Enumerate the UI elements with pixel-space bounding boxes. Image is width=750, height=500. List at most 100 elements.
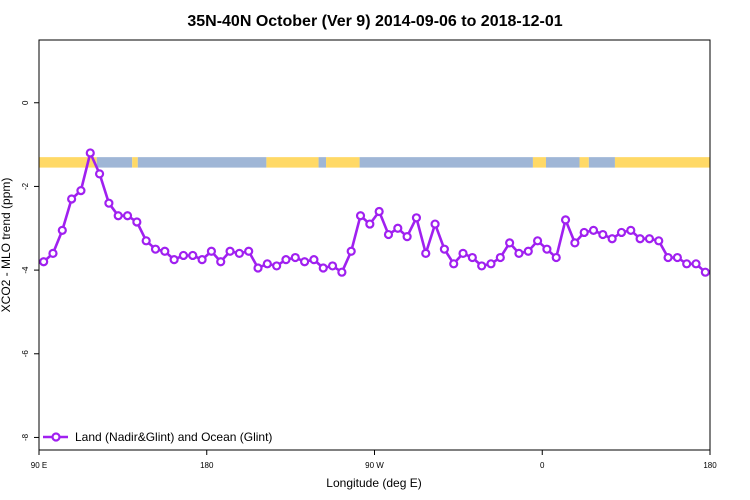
surface-land-segment [39, 157, 97, 168]
surface-land-segment [614, 157, 710, 168]
surface-land-segment [132, 157, 138, 168]
data-point [337, 267, 347, 277]
data-point [318, 263, 328, 273]
data-point [495, 252, 505, 263]
data-point [355, 211, 366, 221]
y-tick-label: -6 [21, 350, 30, 358]
data-point [85, 148, 95, 158]
data-point [169, 255, 179, 265]
data-point [346, 246, 356, 256]
data-point [272, 261, 282, 271]
data-point [672, 252, 682, 263]
data-point [514, 248, 524, 258]
data-point [626, 225, 636, 235]
surface-band [39, 157, 710, 168]
x-tick-label: 90 W [365, 461, 384, 470]
data-point [104, 198, 114, 208]
data-point [178, 250, 189, 261]
data-point [365, 219, 375, 229]
data-point [94, 169, 105, 179]
data-point [663, 252, 673, 263]
data-point [588, 225, 599, 235]
data-point [57, 225, 67, 235]
surface-land-segment [266, 157, 319, 168]
data-point [327, 261, 338, 271]
data-point [570, 238, 580, 248]
y-axis: 0 -2 -4 -6 -8 [21, 100, 39, 441]
data-point [197, 255, 207, 265]
surface-ocean-segment [318, 157, 327, 168]
series-points [39, 148, 710, 277]
data-point [477, 261, 487, 271]
data-point [532, 236, 543, 246]
data-point [300, 257, 310, 267]
y-tick-label: -4 [21, 266, 30, 274]
surface-ocean-segment [137, 157, 267, 168]
data-point [206, 246, 217, 256]
y-tick-label: 0 [21, 100, 30, 105]
data-point [616, 227, 627, 238]
x-tick-label: 90 E [31, 461, 47, 470]
x-tick-label: 180 [703, 461, 717, 470]
data-point [262, 259, 272, 269]
legend: Land (Nadir&Glint) and Ocean (Glint) [43, 430, 272, 444]
data-point [691, 259, 701, 269]
data-point [700, 267, 710, 277]
data-point [430, 219, 440, 229]
data-point [421, 248, 431, 258]
data-point [253, 263, 263, 273]
data-point [290, 252, 300, 263]
data-point [607, 234, 617, 244]
data-point [383, 229, 394, 240]
data-point [682, 259, 692, 269]
data-point [76, 186, 86, 196]
legend-label: Land (Nadir&Glint) and Ocean (Glint) [75, 430, 272, 444]
data-point [542, 244, 552, 254]
data-point [439, 244, 449, 254]
data-point [551, 252, 561, 263]
y-axis-label: XCO2 - MLO trend (ppm) [0, 178, 13, 313]
surface-ocean-segment [588, 157, 615, 168]
surface-ocean-segment [359, 157, 533, 168]
data-point [216, 257, 226, 267]
legend-marker [51, 432, 61, 442]
data-point [505, 238, 515, 248]
x-axis-label: Longitude (deg E) [326, 476, 421, 490]
data-point [449, 259, 459, 269]
data-point [393, 223, 403, 233]
y-tick-label: -2 [21, 182, 30, 190]
surface-land-segment [579, 157, 589, 168]
x-tick-label: 0 [540, 461, 545, 470]
series-line [42, 151, 707, 274]
data-point [402, 232, 412, 242]
data-point [598, 229, 608, 240]
data-point [150, 244, 161, 254]
data-point [411, 213, 422, 223]
data-point [141, 236, 151, 246]
data-point [39, 257, 49, 267]
plot-area [39, 148, 710, 277]
data-point [132, 217, 142, 227]
surface-land-segment [532, 157, 546, 168]
surface-land-segment [326, 157, 360, 168]
data-point [67, 194, 77, 204]
data-point [48, 248, 58, 258]
data-point [644, 234, 655, 244]
surface-ocean-segment [545, 157, 580, 168]
data-point [113, 211, 123, 221]
data-point [122, 211, 133, 221]
data-point [523, 246, 533, 256]
plot-frame [38, 39, 711, 451]
data-point [467, 252, 477, 263]
x-tick-label: 180 [200, 461, 214, 470]
data-point [225, 246, 235, 256]
data-point [309, 255, 319, 265]
chart-title: 35N-40N October (Ver 9) 2014-09-06 to 20… [187, 13, 562, 30]
data-point [244, 246, 254, 256]
data-point [635, 234, 645, 244]
x-axis: 90 E 180 90 W 0 180 [31, 450, 717, 470]
data-point [234, 248, 244, 258]
y-tick-label: -8 [21, 433, 30, 441]
data-point [486, 259, 496, 269]
